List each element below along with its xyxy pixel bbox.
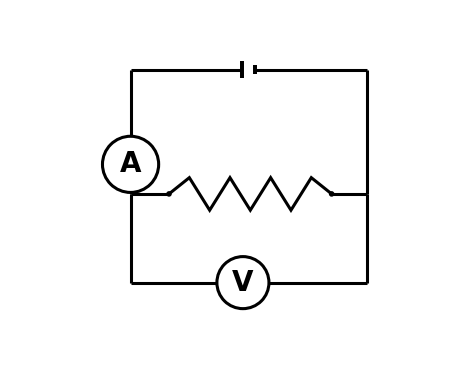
Circle shape xyxy=(167,192,171,196)
Circle shape xyxy=(102,136,159,192)
Circle shape xyxy=(329,192,334,196)
Text: A: A xyxy=(120,151,141,178)
Text: V: V xyxy=(232,269,254,296)
Circle shape xyxy=(217,257,269,309)
